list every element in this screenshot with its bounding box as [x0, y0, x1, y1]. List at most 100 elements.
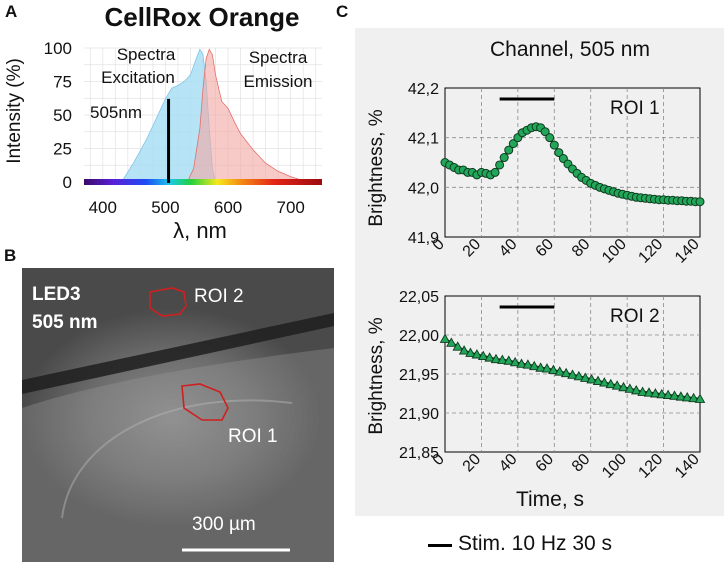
roi-1-label: ROI 1	[228, 426, 278, 447]
y-tick-label: 42,0	[408, 180, 439, 197]
spectra-y-tick-label: 50	[53, 106, 72, 125]
data-point	[490, 353, 502, 364]
data-point	[656, 388, 668, 399]
led-label: LED3	[32, 284, 81, 305]
y-tick-label: 22,00	[399, 328, 439, 345]
stimulus-legend-text: Stim. 10 Hz 30 s	[458, 532, 613, 555]
data-point	[471, 349, 483, 359]
data-point	[465, 347, 476, 357]
time-axis-label: Time, s	[515, 488, 585, 511]
data-point	[681, 391, 693, 402]
x-tick-label: 40	[496, 451, 521, 476]
panel-c-letter: C	[336, 2, 349, 21]
panel-c-title: Channel, 505 nm	[490, 38, 650, 61]
data-point	[545, 133, 555, 143]
spectra-x-tick-label: 500	[151, 198, 179, 217]
tissue-lower-region	[22, 348, 334, 562]
y-tick-label: 42,2	[408, 81, 439, 98]
data-point	[549, 140, 559, 150]
data-point	[573, 370, 585, 381]
data-point	[669, 390, 680, 400]
data-point	[504, 145, 514, 155]
data-point	[592, 375, 604, 385]
plot-frame	[444, 87, 701, 238]
data-point	[508, 139, 518, 149]
data-point	[618, 381, 629, 392]
scale-bar-label: 300 µm	[192, 514, 256, 535]
data-point	[439, 333, 451, 343]
505nm-marker-label: 505nm	[90, 103, 142, 122]
x-tick-label: 120	[635, 451, 666, 482]
data-point	[611, 380, 623, 390]
roi-2-label: ROI 2	[194, 286, 244, 307]
data-point	[695, 197, 705, 207]
x-tick-label: 20	[460, 236, 485, 261]
data-point	[630, 384, 642, 395]
panel-c-background	[355, 28, 724, 516]
tissue-arc	[61, 399, 293, 519]
roi-2-y-axis-label: Brightness, %	[366, 317, 387, 435]
data-point	[452, 341, 464, 351]
emission-label-line1: Spectra	[248, 48, 308, 67]
data-point	[560, 367, 572, 378]
tissue-dark-band	[22, 313, 334, 394]
data-point	[643, 387, 655, 397]
data-point	[535, 362, 546, 372]
data-point	[548, 364, 559, 375]
y-tick-label: 22,05	[399, 289, 439, 306]
spectra-y-tick-label: 25	[53, 140, 72, 159]
spectra-chart: 400 500 600 700 0 25 50 75 100	[44, 39, 322, 217]
roi-2-chart-label: ROI 2	[610, 306, 660, 327]
spectra-y-tick-label: 75	[53, 73, 72, 92]
wavelength-rainbow-bar	[84, 179, 322, 185]
x-tick-label: 60	[533, 451, 558, 476]
y-tick-label: 21,95	[399, 367, 439, 384]
data-point	[516, 358, 527, 368]
emission-label-line2: Emission	[243, 72, 313, 91]
data-point	[567, 369, 578, 379]
x-tick-label: 120	[635, 236, 666, 267]
wavelength-label: 505 nm	[32, 312, 98, 333]
spectra-x-axis-label: λ, nm	[173, 218, 227, 243]
roi-1-y-axis-label: Brightness, %	[366, 109, 387, 227]
x-tick-label: 80	[569, 236, 594, 261]
spectra-x-tick-label: 600	[214, 198, 242, 217]
roi-1-outline	[181, 383, 229, 421]
y-tick-label: 21,85	[399, 445, 439, 462]
panel-b-letter: B	[4, 246, 17, 265]
data-point	[554, 148, 564, 158]
data-point	[495, 160, 505, 170]
data-point	[662, 389, 674, 400]
panel-a-title: CellRox Orange	[104, 2, 300, 32]
spectra-x-tick-label: 400	[89, 198, 117, 217]
data-point	[528, 360, 540, 371]
excitation-label-line2: Excitation	[101, 68, 175, 87]
x-tick-label: 80	[569, 451, 594, 476]
data-point	[509, 356, 521, 367]
x-tick-label: 100	[599, 236, 630, 267]
roi-1-chart-label: ROI 1	[610, 98, 660, 119]
data-point	[688, 392, 699, 403]
y-tick-label: 42,1	[408, 131, 439, 148]
data-point	[477, 350, 489, 361]
microscopy-image: LED3 505 nm ROI 2 ROI 1 300 µm	[22, 268, 334, 562]
data-point	[579, 372, 591, 382]
data-point	[675, 391, 687, 401]
data-point	[458, 345, 470, 355]
data-point	[503, 355, 515, 365]
x-tick-label: 140	[672, 451, 703, 482]
data-point	[650, 388, 661, 398]
data-point	[541, 363, 553, 373]
data-point	[484, 352, 495, 362]
data-point	[624, 383, 636, 393]
y-tick-label: 41,9	[408, 230, 439, 247]
spectra-y-tick-label: 100	[44, 39, 72, 58]
data-point	[637, 386, 648, 396]
spectra-y-tick-label: 0	[63, 173, 72, 192]
x-tick-label: 20	[460, 451, 485, 476]
x-tick-label: 60	[533, 236, 558, 261]
y-tick-label: 21,90	[399, 406, 439, 423]
